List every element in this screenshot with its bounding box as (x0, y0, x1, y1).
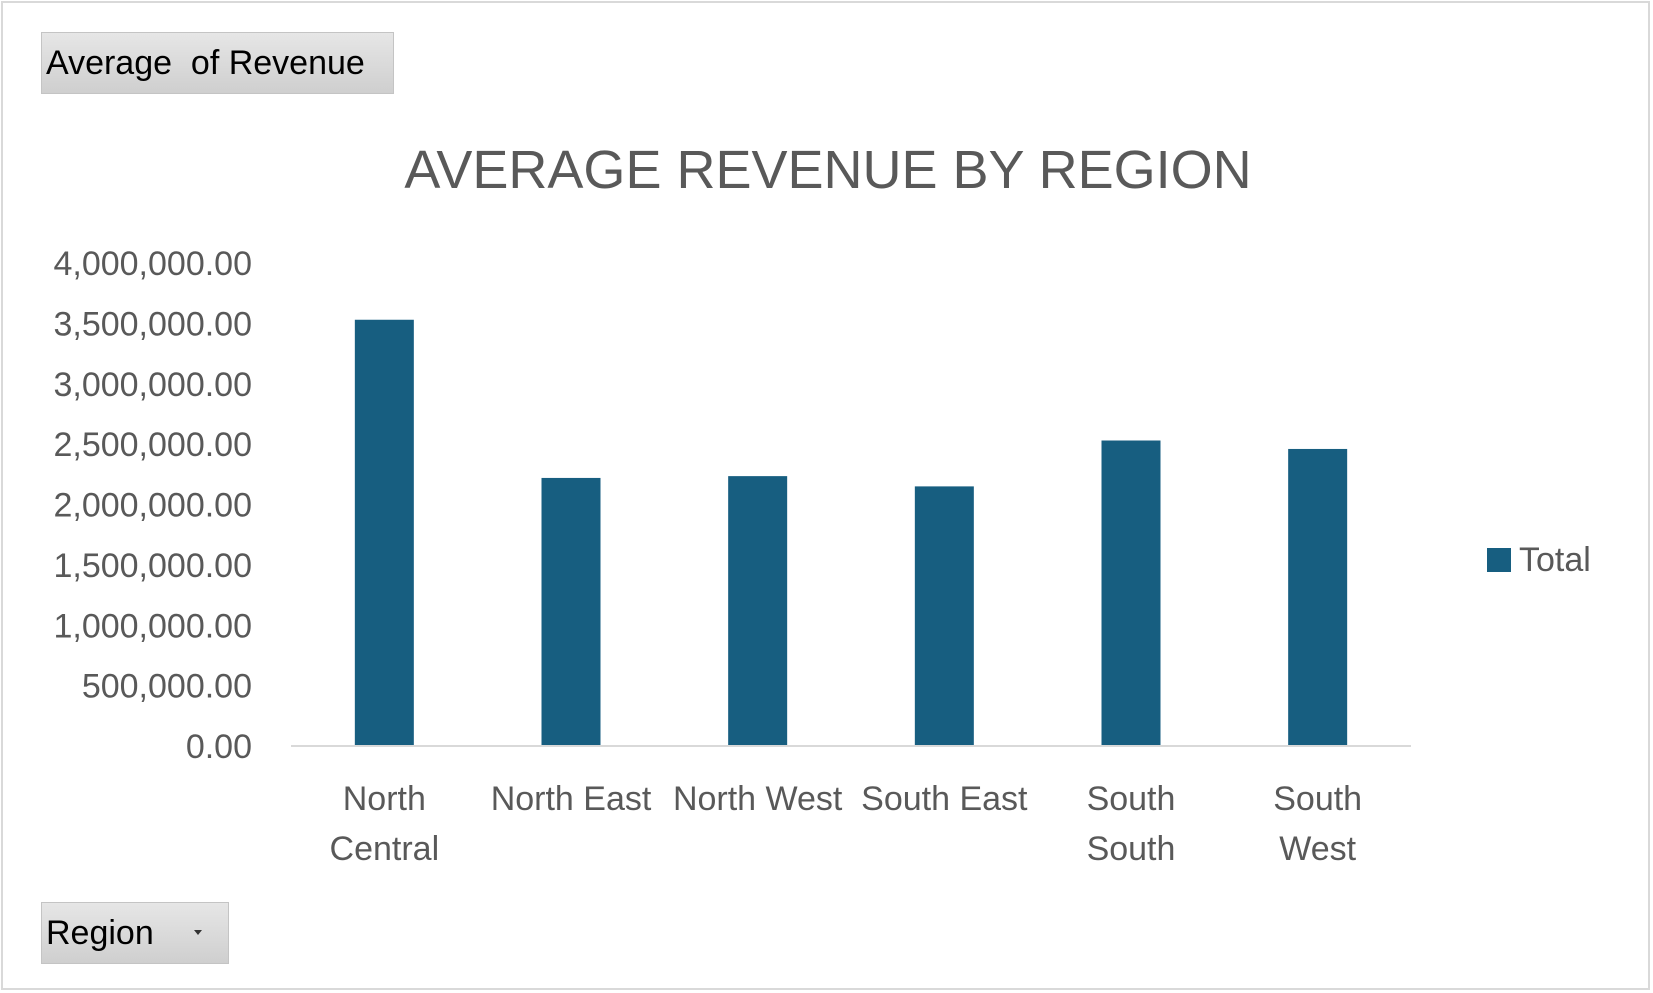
bar[interactable] (354, 319, 414, 746)
x-tick-label: South East (861, 780, 1028, 818)
legend-label: Total (1519, 541, 1591, 579)
region-field-button[interactable]: Region (41, 902, 229, 964)
values-field-label: Average of Revenue (46, 43, 365, 82)
y-tick-label: 3,000,000.00 (53, 366, 252, 404)
dropdown-arrow-icon[interactable] (194, 930, 202, 935)
y-tick-label: 4,000,000.00 (53, 245, 252, 283)
x-tick-label: North West (673, 780, 843, 818)
values-field-button[interactable]: Average of Revenue (41, 32, 394, 94)
y-axis-ticks: 0.00 500,000.00 1,000,000.00 1,500,000.00 2,… (53, 245, 252, 766)
legend-swatch (1487, 548, 1511, 572)
bar[interactable] (1288, 448, 1348, 746)
x-tick-label: South West (1273, 780, 1362, 868)
bar-chart: AVERAGE REVENUE BY REGION 0.00 500,000.00… (53, 140, 1591, 868)
y-tick-label: 1,000,000.00 (53, 607, 252, 645)
chart-title: AVERAGE REVENUE BY REGION (404, 140, 1251, 200)
y-tick-label: 0.00 (186, 728, 252, 766)
x-tick-label: North Central (330, 780, 440, 868)
y-tick-label: 1,500,000.00 (53, 547, 252, 585)
y-tick-label: 500,000.00 (82, 668, 252, 706)
bar[interactable] (914, 486, 974, 746)
y-tick-label: 2,500,000.00 (53, 426, 252, 464)
x-tick-label: North East (491, 780, 652, 818)
y-tick-label: 3,500,000.00 (53, 305, 252, 343)
region-field-label: Region (46, 913, 154, 952)
bar[interactable] (728, 476, 788, 746)
y-tick-label: 2,000,000.00 (53, 487, 252, 525)
x-tick-label: South South (1087, 780, 1176, 868)
bar[interactable] (1101, 440, 1161, 746)
x-axis-labels: North Central North East North West South Ea… (330, 780, 1363, 868)
bar[interactable] (541, 477, 601, 746)
bars-group (354, 319, 1348, 746)
legend[interactable]: Total (1487, 541, 1591, 579)
